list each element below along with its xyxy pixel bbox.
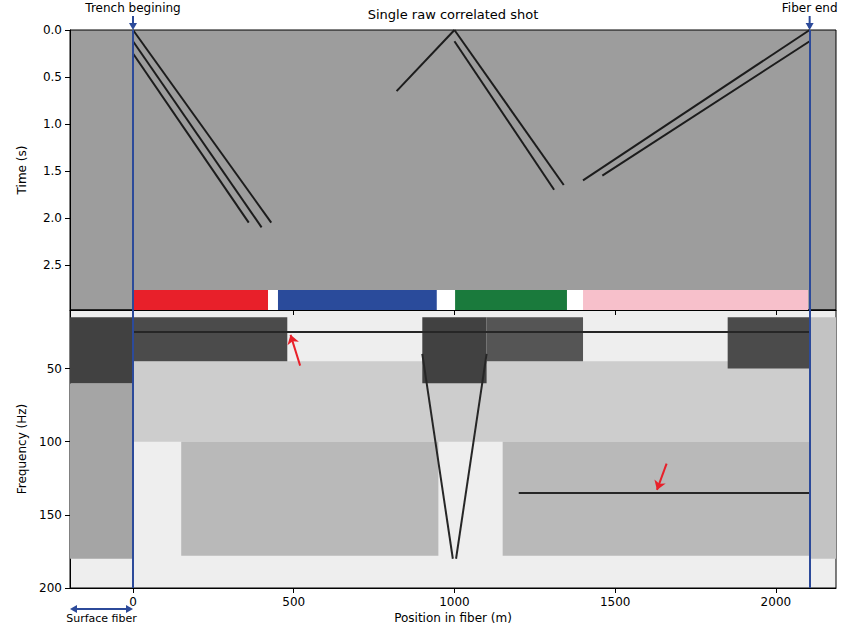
- svg-text:2.0: 2.0: [43, 211, 62, 225]
- svg-text:500: 500: [282, 595, 305, 609]
- svg-text:1.0: 1.0: [43, 117, 62, 131]
- svg-text:Single raw correlated shot: Single raw correlated shot: [368, 7, 539, 22]
- svg-text:Surface fiber: Surface fiber: [66, 612, 137, 625]
- svg-text:1000: 1000: [439, 595, 470, 609]
- svg-text:Frequency (Hz): Frequency (Hz): [15, 404, 29, 495]
- svg-text:Trench begining: Trench begining: [84, 1, 180, 15]
- svg-text:Fiber end: Fiber end: [782, 1, 838, 15]
- svg-text:Position in fiber (m): Position in fiber (m): [394, 611, 512, 625]
- svg-text:200: 200: [39, 581, 62, 595]
- svg-text:2000: 2000: [761, 595, 792, 609]
- svg-text:100: 100: [39, 435, 62, 449]
- svg-text:0.5: 0.5: [43, 70, 62, 84]
- svg-text:50: 50: [47, 362, 62, 376]
- svg-text:0.0: 0.0: [43, 23, 62, 37]
- svg-text:150: 150: [39, 508, 62, 522]
- svg-text:Time (s): Time (s): [15, 146, 29, 196]
- svg-text:1.5: 1.5: [43, 164, 62, 178]
- svg-text:2.5: 2.5: [43, 258, 62, 272]
- svg-text:1500: 1500: [600, 595, 631, 609]
- svg-text:0: 0: [129, 595, 137, 609]
